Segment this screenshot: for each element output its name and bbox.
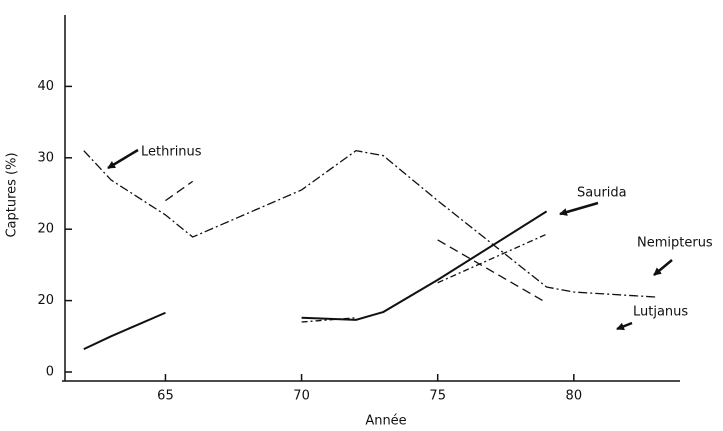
- y-tick-label: 0: [46, 365, 54, 380]
- series-line: [84, 211, 656, 349]
- y-tick-label: 20: [37, 222, 54, 237]
- series-annotation: Nemipterus: [637, 236, 713, 251]
- annotation-arrow: [616, 321, 633, 331]
- y-axis-label: Captures (%): [5, 152, 20, 237]
- series-annotation: Saurida: [577, 186, 627, 201]
- x-axis-label: Année: [365, 414, 406, 429]
- annotation-arrow: [559, 201, 599, 216]
- x-tick-label: 80: [566, 389, 583, 404]
- y-tick-label: 20: [37, 293, 54, 308]
- x-tick-label: 70: [293, 389, 310, 404]
- series-line: [302, 234, 656, 322]
- annotation-arrow: [653, 259, 673, 276]
- series-annotation: Lutjanus: [633, 305, 688, 320]
- series-line: [165, 181, 655, 332]
- x-tick-label: 65: [157, 389, 174, 404]
- y-tick-label: 40: [37, 79, 54, 94]
- series-annotation: Lethrinus: [141, 145, 202, 160]
- y-tick-label: 30: [37, 150, 54, 165]
- annotation-arrow: [107, 148, 139, 170]
- x-tick-label: 75: [429, 389, 446, 404]
- series-line: [83, 149, 656, 298]
